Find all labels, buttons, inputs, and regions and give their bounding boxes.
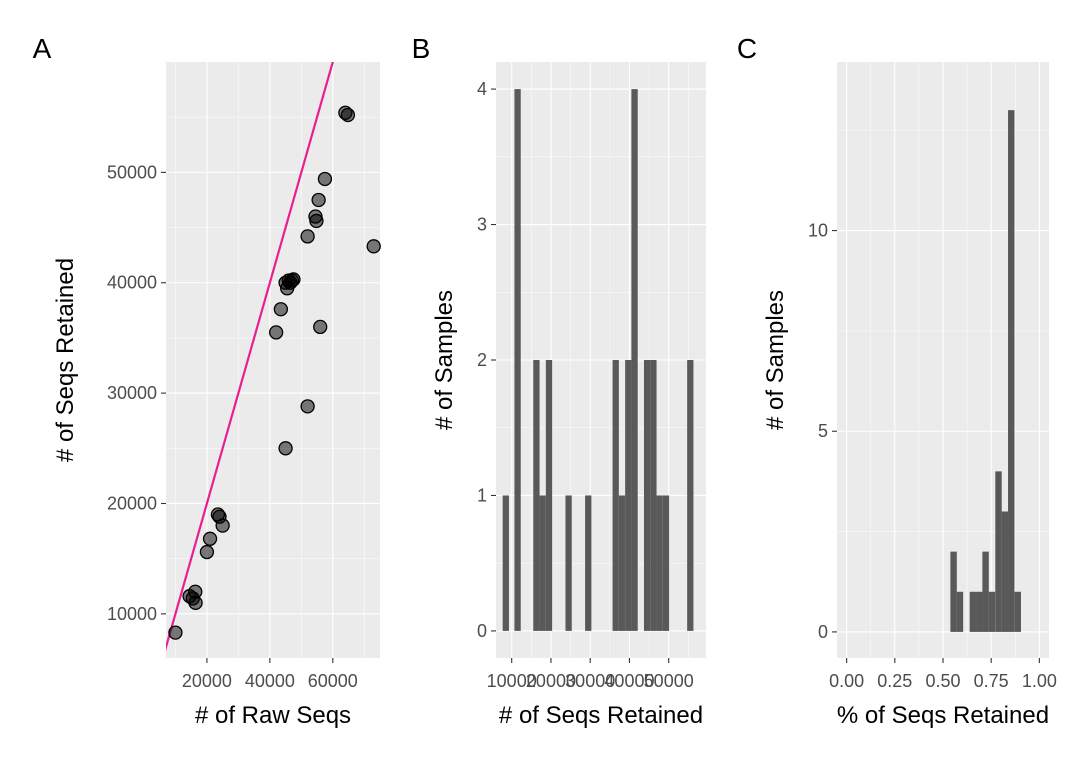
x-tick-label: 0.25: [877, 671, 912, 691]
data-point: [273, 302, 289, 317]
histogram-bar: [612, 360, 619, 631]
y-tick-label: 4: [477, 79, 487, 99]
y-tick-label: 1: [477, 485, 487, 505]
data-point: [215, 518, 230, 533]
y-tick-label: 5: [818, 421, 828, 441]
histogram-bar: [565, 495, 572, 631]
histogram-bar: [1014, 591, 1021, 632]
x-axis-title: % of Seqs Retained: [837, 702, 1049, 729]
histogram-bar: [1001, 511, 1009, 632]
y-tick-label: 20000: [107, 493, 157, 513]
identity-line: [166, 62, 334, 651]
x-tick-label: 50000: [644, 671, 694, 691]
y-tick-label: 0: [818, 622, 828, 642]
panel-a: 20000 40000 60000 10000 20000 30000 40000 50000…: [33, 33, 381, 729]
plot-background: [166, 62, 380, 658]
histogram-bar: [502, 495, 509, 631]
y-axis-title: # of Samples: [762, 290, 789, 430]
histogram-bar: [969, 591, 977, 632]
x-tick-label: 0.50: [925, 671, 960, 691]
data-point: [366, 239, 381, 254]
y-axis-title: # of Seqs Retained: [52, 258, 79, 462]
data-point: [268, 325, 284, 340]
data-point: [313, 319, 328, 335]
x-tick-label: 60000: [308, 671, 358, 691]
y-tick-label: 10000: [107, 604, 157, 624]
histogram-bar: [1008, 110, 1015, 632]
histogram-bar: [514, 89, 521, 631]
histogram-bar: [631, 89, 638, 631]
data-point: [340, 107, 356, 123]
panel-tag-label: A: [33, 33, 52, 64]
data-point: [202, 531, 218, 546]
x-tick-label: 40000: [604, 671, 654, 691]
x-tick-label: 0.00: [829, 671, 864, 691]
x-tick-label: 20000: [526, 671, 576, 691]
y-tick-label: 0: [477, 621, 487, 641]
panel-c: 0.00 0.25 0.50 0.75 1.00 0 5 10 % of Seqs Retain…: [737, 33, 1057, 729]
data-point: [168, 625, 183, 640]
histogram-bar: [950, 551, 957, 632]
data-point: [278, 441, 293, 456]
histogram-bar: [585, 495, 592, 631]
histogram-bar: [995, 471, 1002, 632]
x-tick-label: 1.00: [1022, 671, 1057, 691]
y-tick-label: 30000: [107, 383, 157, 403]
panel-tag-label: B: [412, 33, 431, 64]
x-axis-title: # of Raw Seqs: [195, 702, 351, 729]
y-tick-label: 50000: [107, 162, 157, 182]
x-tick-label: 10000: [487, 671, 537, 691]
y-tick-label: 3: [477, 215, 487, 235]
histogram-bar: [618, 495, 626, 631]
y-tick-label: 40000: [107, 273, 157, 293]
histogram-bar: [662, 495, 670, 631]
histogram-bar: [956, 591, 964, 632]
histogram-bar: [982, 551, 989, 632]
histogram-bar: [643, 360, 651, 631]
histogram-bar: [976, 591, 983, 632]
histogram-bar: [988, 591, 996, 632]
x-axis-title: # of Seqs Retained: [499, 702, 703, 729]
data-point: [300, 399, 315, 414]
data-point: [286, 272, 301, 287]
x-tick-label: 0.75: [974, 671, 1009, 691]
histogram-bar: [533, 360, 540, 631]
data-point: [199, 544, 215, 560]
data-point: [188, 595, 203, 610]
histogram-bar: [656, 495, 663, 631]
histogram-bar: [625, 360, 632, 631]
data-point: [300, 229, 315, 244]
data-point: [309, 213, 324, 229]
histogram-bar: [650, 360, 657, 631]
histogram-bar: [539, 495, 546, 631]
reference-line-group: [166, 62, 334, 651]
x-tick-label: 20000: [182, 671, 232, 691]
y-tick-label: 2: [477, 350, 487, 370]
y-axis-title: # of Samples: [431, 290, 458, 430]
histogram-bar: [545, 360, 553, 631]
x-tick-label: 30000: [565, 671, 615, 691]
y-tick-label: 10: [808, 221, 828, 241]
data-point: [317, 171, 333, 187]
data-point: [311, 192, 326, 208]
x-tick-label: 40000: [245, 671, 295, 691]
histogram-bar: [687, 360, 694, 631]
panel-tag-label: C: [737, 33, 757, 64]
